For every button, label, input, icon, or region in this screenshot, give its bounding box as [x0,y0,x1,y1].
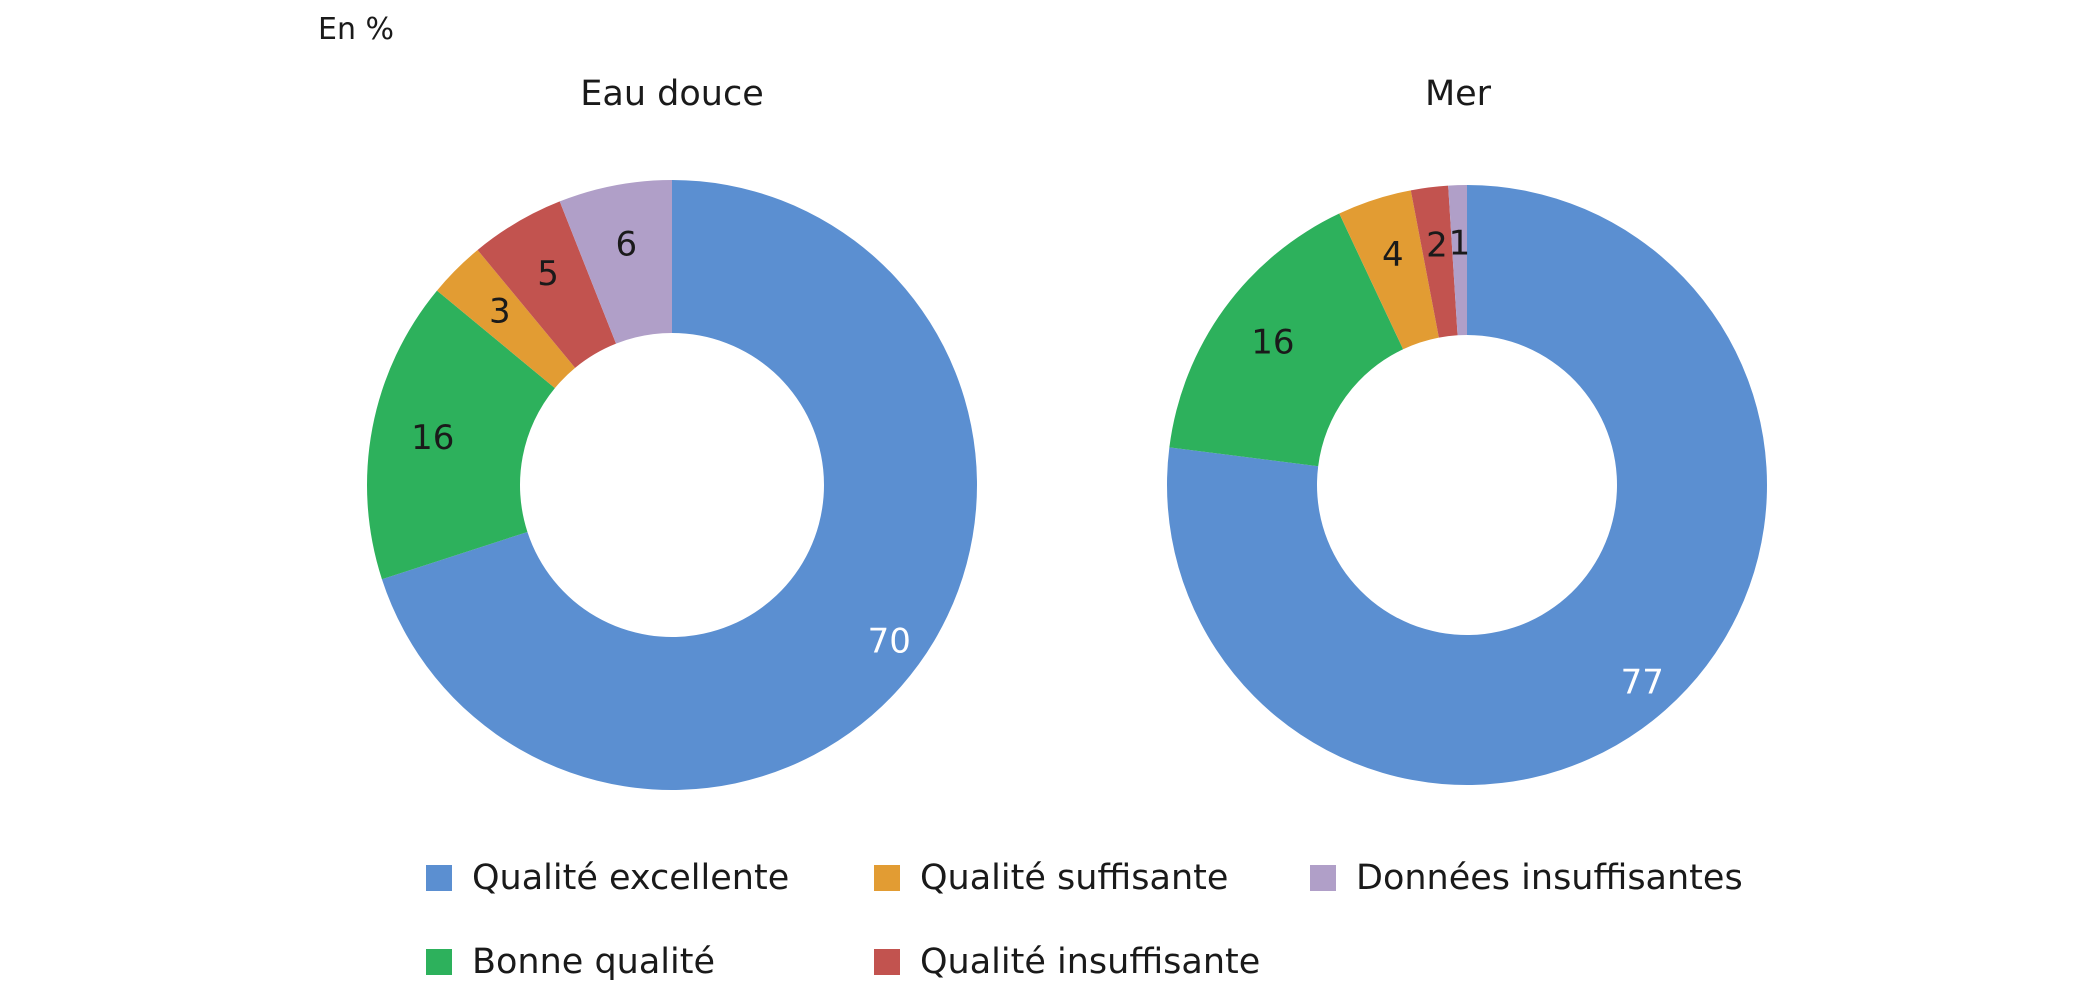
legend-label: Qualité suffisante [920,858,1229,898]
donut-slice-0-3 [477,201,617,368]
slice-label-1-3: 2 [1426,225,1448,265]
legend-label: Qualité excellente [472,858,790,898]
donut-slice-0-4 [559,180,672,344]
legend-item-qualite-insuffisante: Qualité insuffisante [874,942,1260,982]
slice-label-0-2: 3 [489,291,511,331]
donut-slice-1-0 [1167,185,1767,786]
legend-label: Bonne qualité [472,942,716,982]
slice-label-1-4: 1 [1449,224,1471,264]
donut-slice-1-3 [1410,185,1458,338]
slice-label-0-1: 16 [411,418,454,458]
legend-swatch [426,865,452,891]
slice-label-0-3: 5 [537,254,559,294]
donut-slice-0-0 [381,180,978,791]
legend-item-donnees-insuffisantes: Données insuffisantes [1310,858,1743,898]
legend-label: Données insuffisantes [1356,858,1743,898]
unit-label: En % [318,12,395,47]
donut-title-eau-douce: Eau douce [580,74,764,114]
legend-item-qualite-excellente: Qualité excellente [426,858,789,898]
slice-label-1-2: 4 [1382,235,1404,275]
donut-slice-1-1 [1169,213,1404,467]
legend-swatch [1310,865,1336,891]
donut-slice-0-2 [436,249,576,389]
legend-swatch [874,949,900,975]
slice-label-0-4: 6 [616,224,638,264]
donut-slice-1-2 [1339,190,1439,350]
donut-slice-1-4 [1448,185,1467,336]
legend: Qualité excellente Qualité suffisante Do… [426,858,1826,982]
legend-label: Qualité insuffisante [920,942,1261,982]
legend-item-bonne-qualite: Bonne qualité [426,942,715,982]
donut-title-mer: Mer [1424,74,1492,114]
slice-label-1-1: 16 [1251,322,1294,362]
donut-slice-0-1 [366,290,555,580]
legend-item-qualite-suffisante: Qualité suffisante [874,858,1228,898]
slice-label-0-0: 70 [868,621,911,661]
slice-label-1-0: 77 [1621,662,1664,702]
legend-swatch [874,865,900,891]
legend-swatch [426,949,452,975]
